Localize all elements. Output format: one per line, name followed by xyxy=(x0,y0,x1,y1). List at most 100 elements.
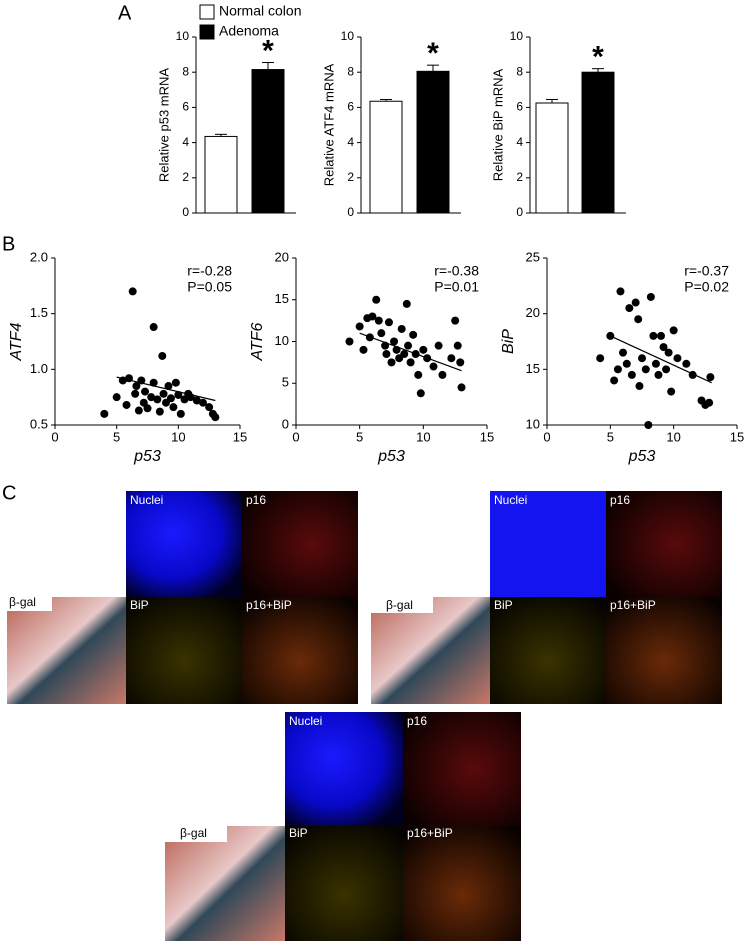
data-point xyxy=(355,322,364,331)
data-point xyxy=(638,354,646,363)
data-point xyxy=(451,316,460,325)
panel-label: B xyxy=(2,233,15,255)
bar xyxy=(369,100,403,214)
y-tick-label: 2 xyxy=(516,170,523,184)
y-tick-label: 0.5 xyxy=(30,416,48,431)
image-label: p16 xyxy=(610,493,630,507)
data-point xyxy=(397,324,406,333)
y-tick-label: 20 xyxy=(526,305,540,320)
data-point xyxy=(377,329,386,338)
data-point xyxy=(616,287,625,296)
y-tick-label: 2 xyxy=(347,170,354,184)
legend-swatch xyxy=(199,4,215,20)
x-axis-label: p53 xyxy=(133,448,161,465)
bgal-image xyxy=(371,597,490,704)
x-tick-label: 0 xyxy=(51,429,58,444)
data-point xyxy=(143,404,152,413)
image-group: Nuclei p16 BiP p16+BiP β-gal xyxy=(371,491,722,704)
y-tick-label: 8 xyxy=(347,64,354,78)
data-point xyxy=(112,393,121,402)
bip-image xyxy=(285,826,403,941)
y-tick-label: 10 xyxy=(510,29,524,43)
x-tick-label: 15 xyxy=(480,429,494,444)
bgal-image xyxy=(7,597,126,704)
data-point xyxy=(159,389,168,398)
y-tick-label: 1.0 xyxy=(30,361,48,376)
x-axis-label: p53 xyxy=(628,448,656,465)
x-axis-label: p53 xyxy=(377,448,405,465)
y-tick-label: 10 xyxy=(176,29,190,43)
significance-mark: * xyxy=(262,34,274,67)
data-point xyxy=(192,396,201,405)
stat-annotation: r=-0.37 xyxy=(684,263,729,279)
data-point xyxy=(622,359,631,368)
legend-label: Adenoma xyxy=(219,23,279,39)
trend-line xyxy=(116,376,216,402)
data-point xyxy=(345,337,354,346)
stat-annotation: P=0.02 xyxy=(684,279,729,295)
data-point xyxy=(211,413,220,422)
y-tick-label: 25 xyxy=(526,249,540,264)
data-point xyxy=(429,362,438,371)
data-point xyxy=(438,370,447,379)
image-label: p16 xyxy=(246,493,266,507)
data-point xyxy=(659,343,668,352)
nuclei-image xyxy=(285,712,403,826)
y-tick-label: 8 xyxy=(182,64,189,78)
y-tick-label: 20 xyxy=(275,249,289,264)
data-point xyxy=(705,398,714,407)
significance-mark: * xyxy=(592,41,604,74)
data-point xyxy=(456,358,465,367)
data-point xyxy=(400,350,409,359)
data-point xyxy=(122,400,131,409)
legend-swatch xyxy=(199,24,215,40)
panel-label: C xyxy=(2,482,16,504)
data-point xyxy=(359,345,368,354)
y-tick-label: 1.5 xyxy=(30,305,48,320)
y-tick-label: 6 xyxy=(347,100,354,114)
data-point xyxy=(149,323,158,332)
data-point xyxy=(374,316,383,325)
x-tick-label: 15 xyxy=(233,429,247,444)
image-label: BiP xyxy=(130,598,149,612)
data-point xyxy=(128,287,137,296)
x-tick-label: 10 xyxy=(171,429,185,444)
data-point xyxy=(596,354,605,363)
data-point xyxy=(409,330,418,339)
data-point xyxy=(169,403,178,412)
y-tick-label: 4 xyxy=(182,135,189,149)
data-point xyxy=(457,383,466,392)
image-label: p16+BiP xyxy=(610,598,656,612)
image-label: p16+BiP xyxy=(407,826,453,840)
y-tick-label: 5 xyxy=(282,375,289,390)
data-point xyxy=(134,406,143,415)
nuclei-image xyxy=(126,491,242,597)
data-point xyxy=(631,298,640,307)
data-point xyxy=(613,365,622,374)
merge-image xyxy=(403,826,521,941)
y-tick-label: 15 xyxy=(275,291,289,306)
data-point xyxy=(199,398,207,407)
data-point xyxy=(627,370,636,379)
data-point xyxy=(662,365,671,374)
data-point xyxy=(171,378,180,387)
data-point xyxy=(416,389,425,398)
label-bg xyxy=(165,822,227,842)
stat-annotation: P=0.05 xyxy=(187,279,232,295)
data-point xyxy=(141,387,150,396)
stat-annotation: P=0.01 xyxy=(434,279,479,295)
y-tick-label: 2.0 xyxy=(30,249,48,264)
y-tick-label: 15 xyxy=(526,361,540,376)
data-point xyxy=(155,407,164,416)
data-point xyxy=(406,358,415,367)
image-label: Nuclei xyxy=(494,493,527,507)
image-label: p16 xyxy=(407,714,427,728)
data-point xyxy=(635,382,644,391)
image-label: β-gal xyxy=(9,595,36,609)
x-tick-label: 10 xyxy=(666,429,680,444)
x-tick-label: 5 xyxy=(356,429,363,444)
p16-image xyxy=(242,491,358,597)
data-point xyxy=(402,299,411,308)
data-point xyxy=(147,393,156,402)
